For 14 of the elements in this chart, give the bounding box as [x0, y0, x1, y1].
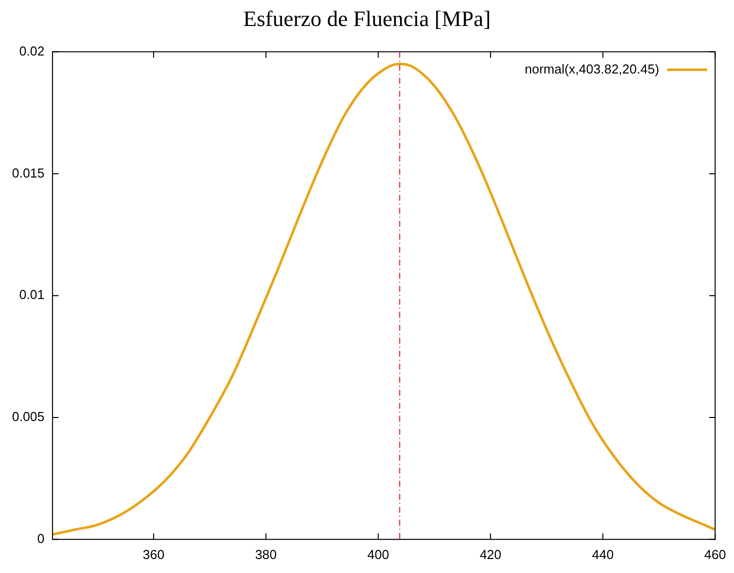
y-tick-label: 0.01 [19, 287, 45, 302]
x-tick-label: 460 [704, 546, 726, 562]
x-tick-label: 400 [367, 546, 390, 562]
x-tick-label: 420 [480, 546, 502, 562]
x-tick-label: 380 [255, 546, 277, 562]
chart-title: Esfuerzo de Fluencia [MPa] [242, 6, 492, 33]
y-tick-label: 0.02 [19, 43, 45, 58]
y-tick-label: 0.005 [12, 409, 45, 424]
legend-label: normal(x,403.82,20.45) [524, 61, 660, 76]
y-tick-label: 0 [37, 530, 45, 546]
x-tick-label: 440 [592, 546, 614, 562]
y-tick-label: 0.015 [12, 165, 45, 180]
x-tick-label: 360 [142, 546, 164, 562]
line-series [52, 62, 716, 536]
